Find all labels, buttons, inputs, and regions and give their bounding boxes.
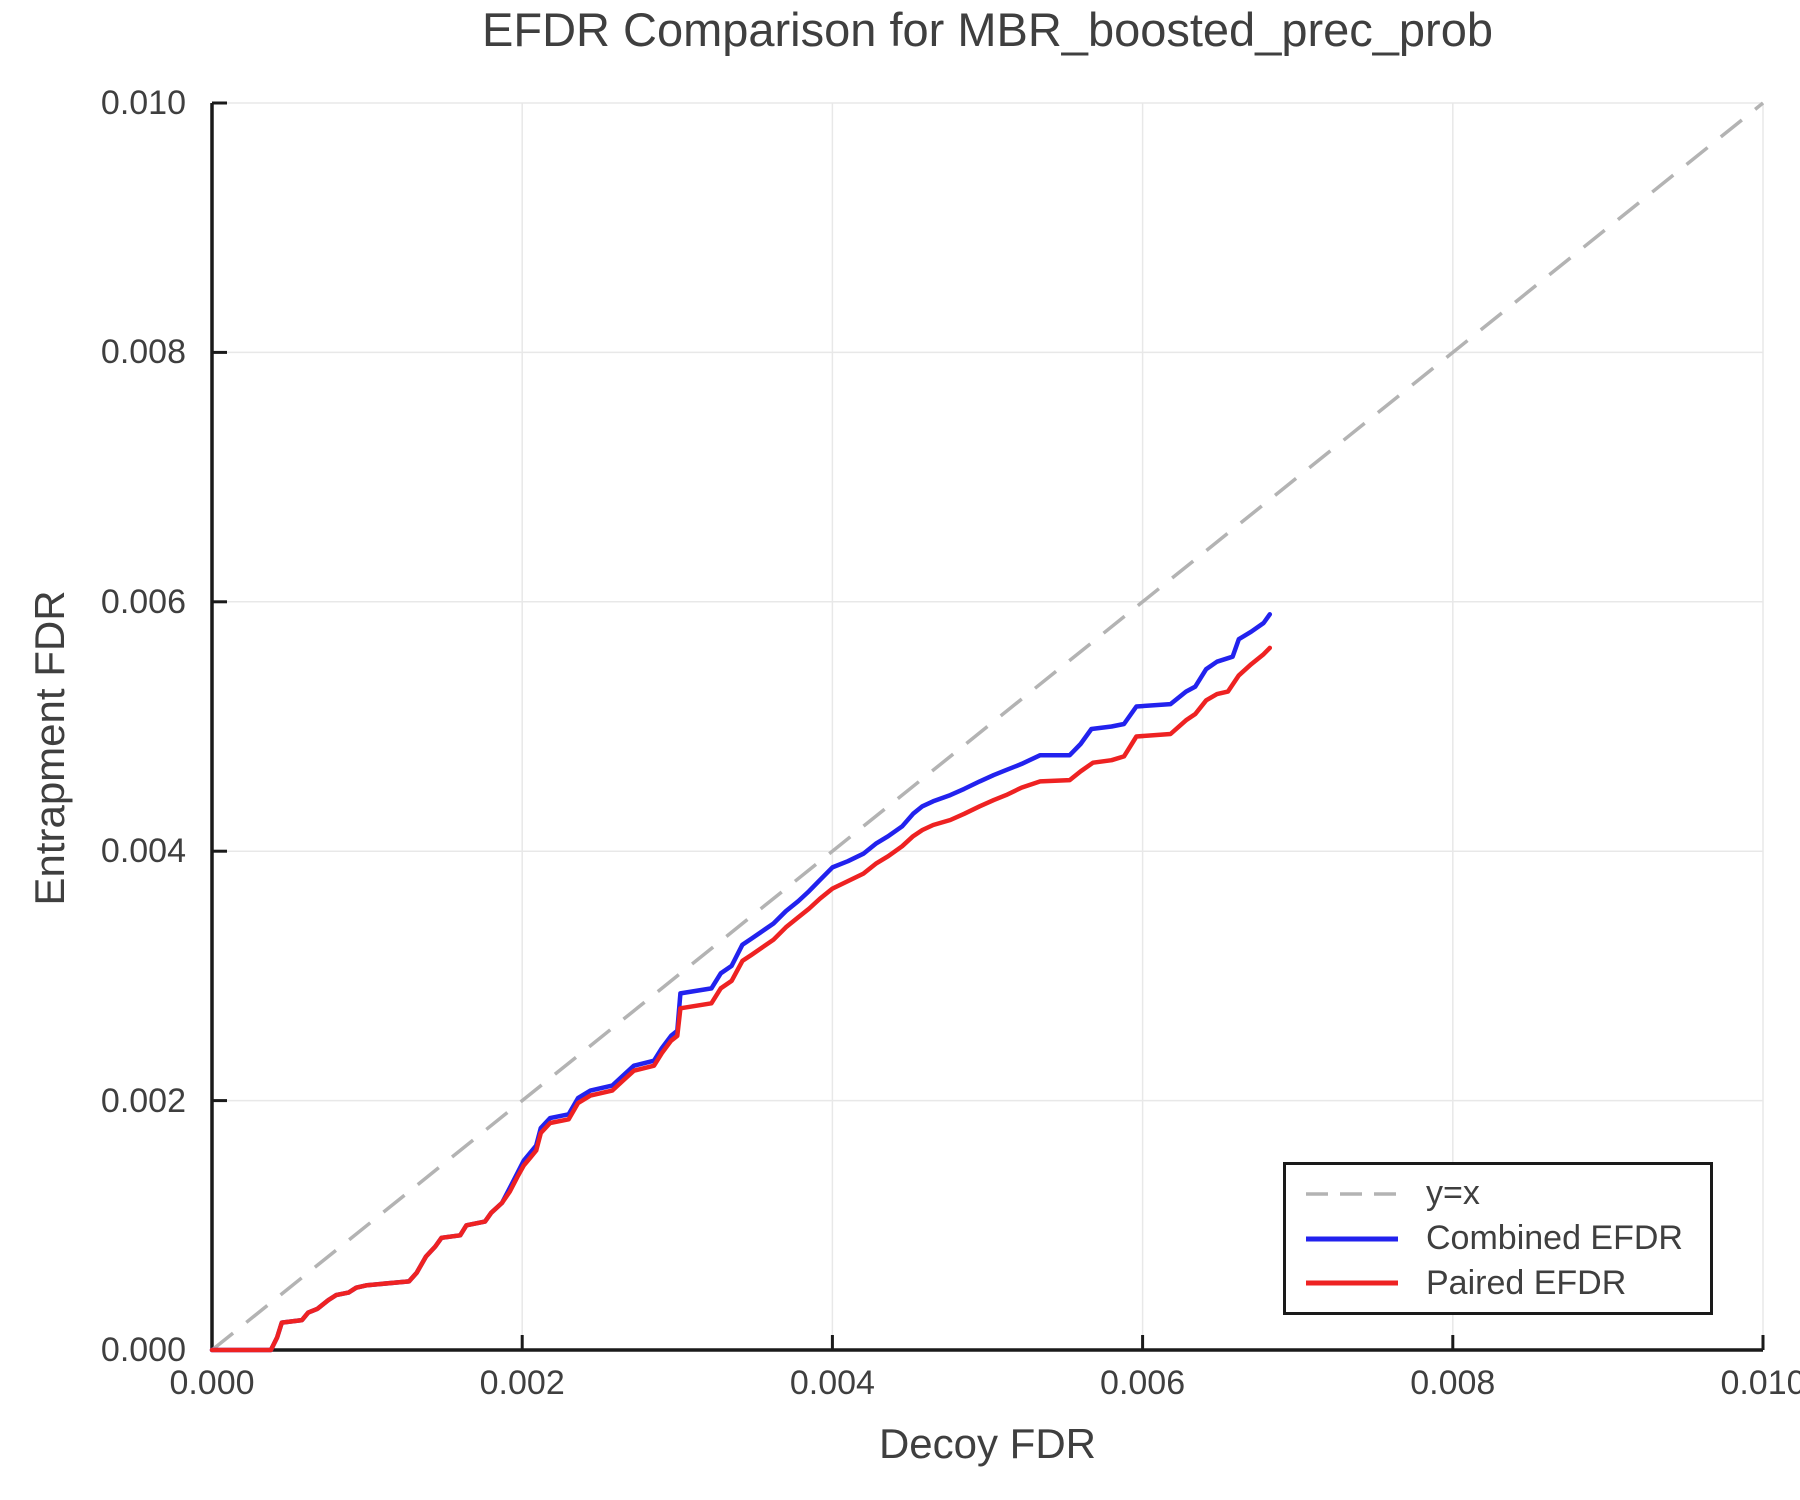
x-tick-label: 0.004 xyxy=(789,1364,875,1402)
legend-item-combined-efdr: Combined EFDR xyxy=(1286,1219,1710,1259)
line-swatch-icon xyxy=(1306,1236,1398,1241)
x-tick-label: 0.006 xyxy=(1100,1364,1186,1402)
y-tick-label: 0.010 xyxy=(100,84,186,122)
x-axis-label: Decoy FDR xyxy=(878,1420,1097,1467)
legend-label: Combined EFDR xyxy=(1426,1219,1683,1257)
line-swatch-icon xyxy=(1306,1280,1398,1286)
x-tick-label: 0.000 xyxy=(169,1364,255,1402)
identity-reference-line xyxy=(210,101,1765,1352)
y-tick-label: 0.002 xyxy=(100,1081,186,1120)
x-tick-label: 0.008 xyxy=(1410,1364,1496,1402)
legend-item-paired-efdr: Paired EFDR xyxy=(1286,1263,1710,1303)
legend: y=x Combined EFDR Paired EFDR xyxy=(1283,1162,1713,1315)
legend-item-identity: y=x xyxy=(1286,1174,1710,1214)
chart-title: EFDR Comparison for MBR_boosted_prec_pro… xyxy=(482,3,1493,56)
paired-efdr-line xyxy=(209,645,1273,1353)
legend-label: Paired EFDR xyxy=(1426,1263,1627,1302)
y-tick-label: 0.006 xyxy=(100,582,186,621)
legend-label: y=x xyxy=(1426,1174,1480,1213)
combined-efdr-line xyxy=(209,612,1273,1353)
x-tick-label: 0.010 xyxy=(1720,1364,1800,1402)
x-tick-label: 0.002 xyxy=(479,1364,565,1402)
y-tick-label: 0.004 xyxy=(100,832,186,871)
y-tick-label: 0.008 xyxy=(100,333,186,372)
y-tick-label: 0.000 xyxy=(100,1331,186,1369)
dashed-line-swatch-icon xyxy=(1306,1192,1398,1196)
